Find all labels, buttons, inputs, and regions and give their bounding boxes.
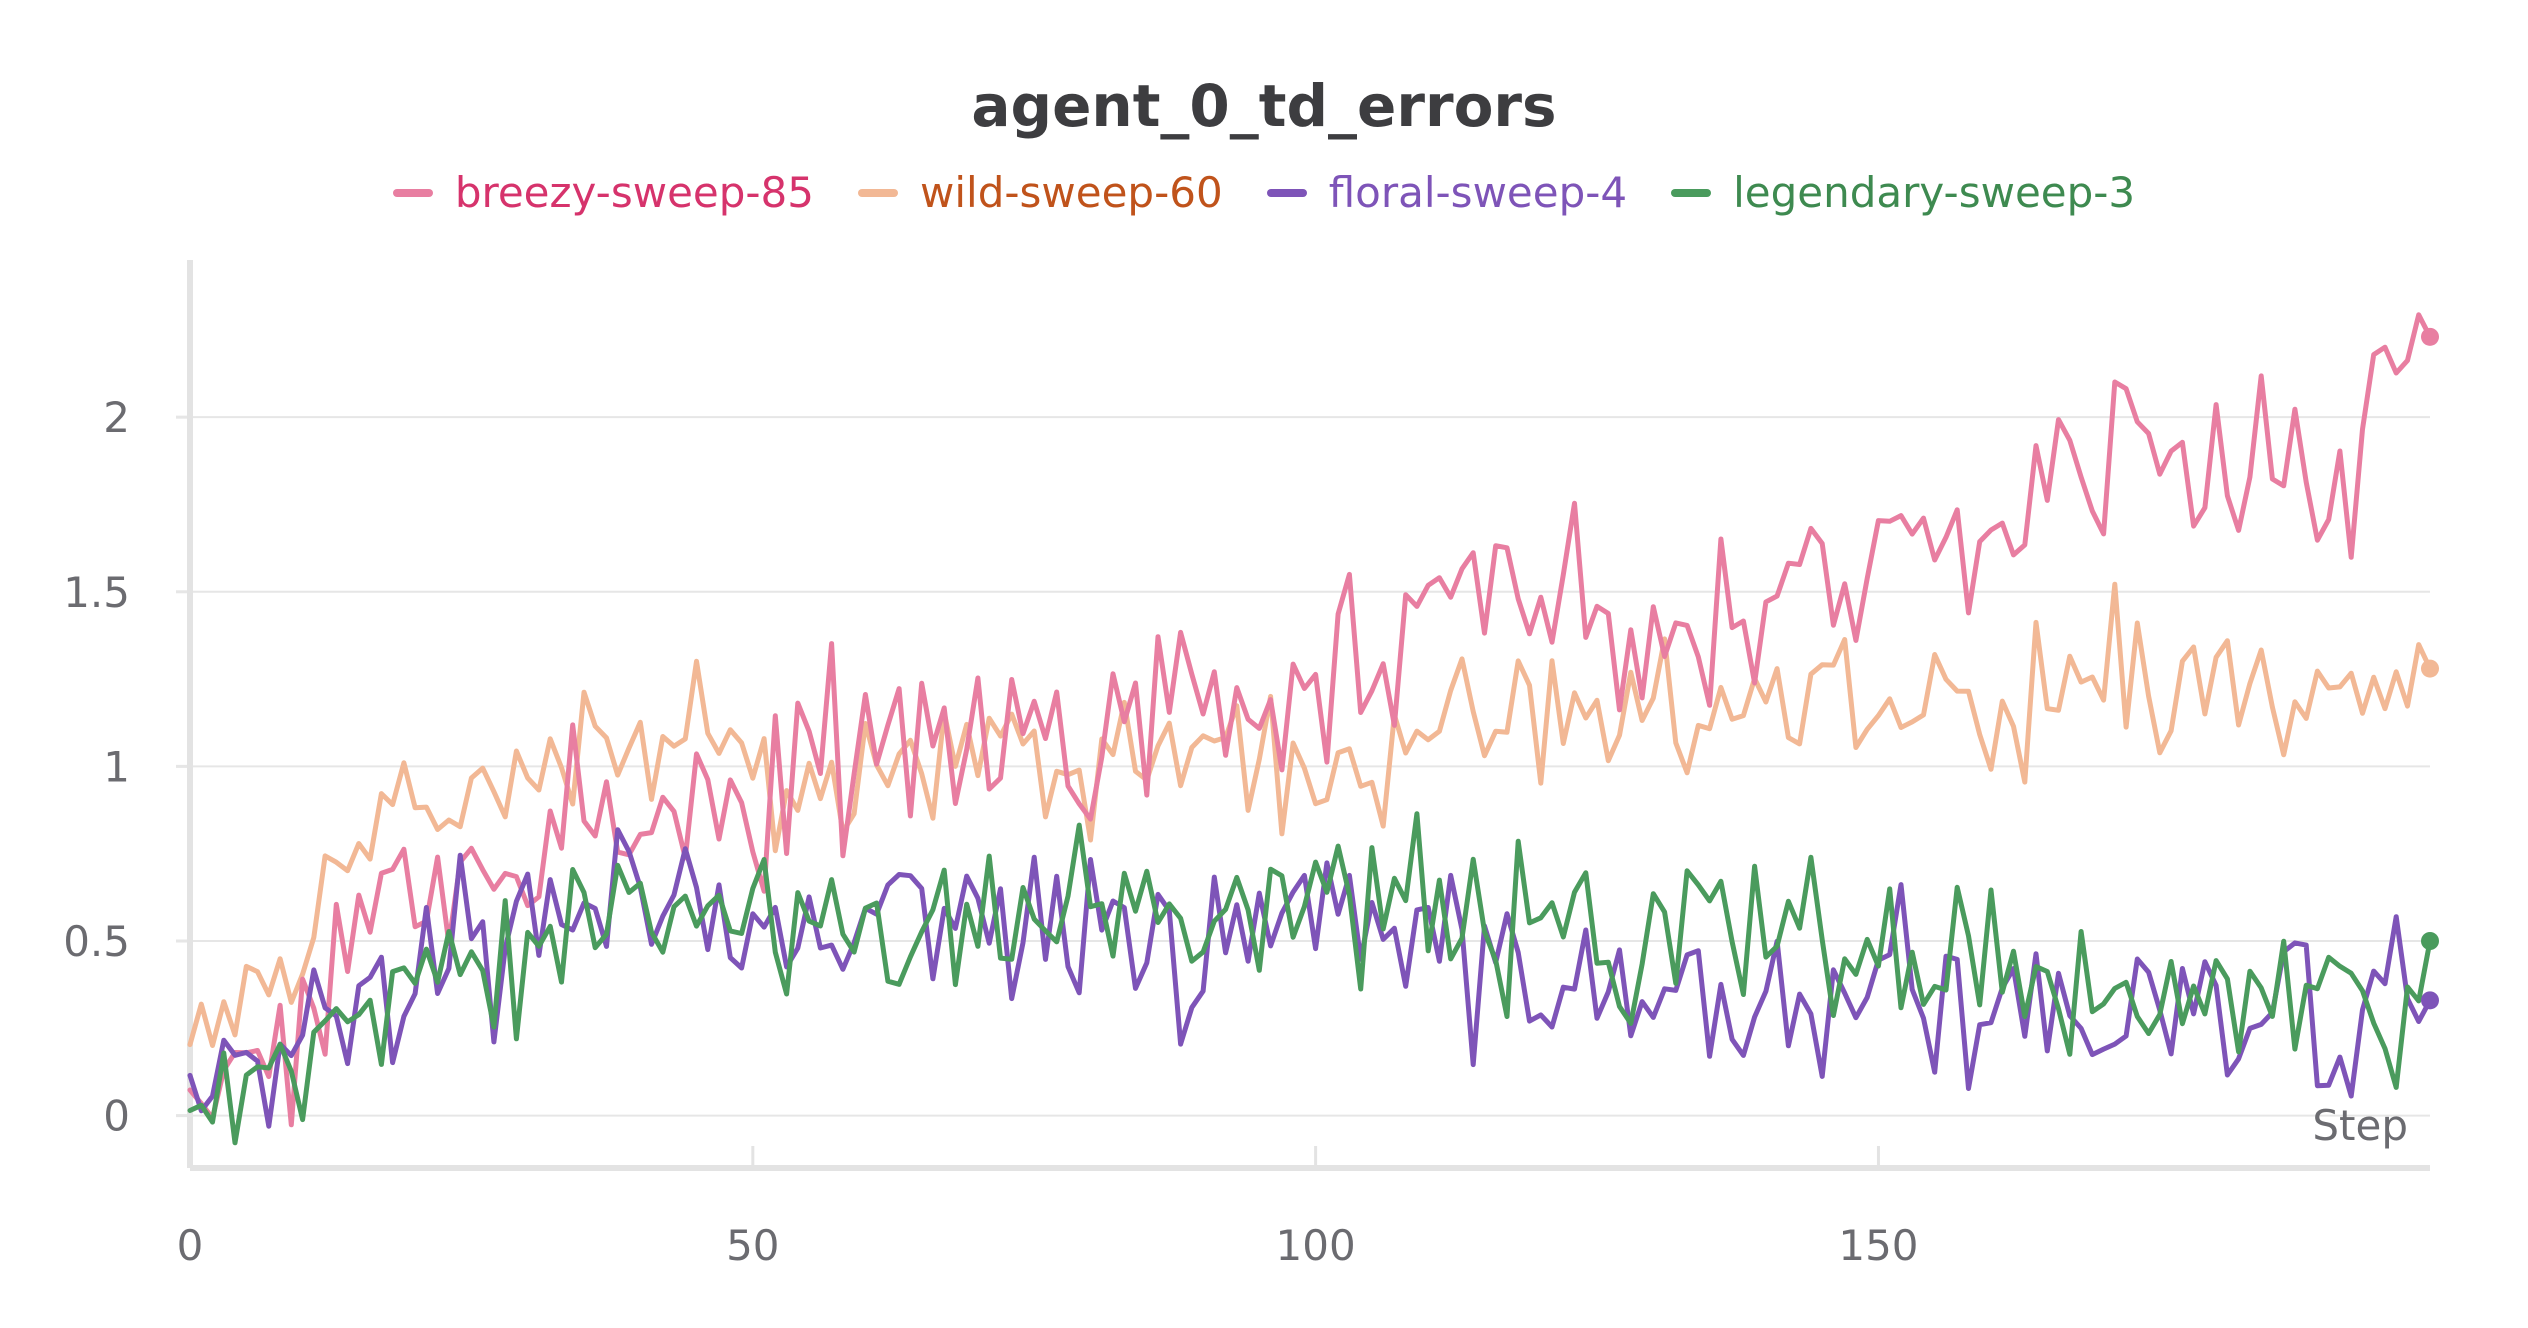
legend-swatch — [392, 188, 433, 197]
x-tick-label: 0 — [177, 1221, 204, 1270]
gridlines: 0 0.5 1 1.5 2 0 50 100 150 — [63, 393, 2430, 1270]
legend-swatch — [1266, 188, 1307, 197]
series-line-wild-sweep-60 — [187, 581, 2433, 1048]
x-axis-label: Step — [2312, 1101, 2408, 1150]
x-tick-label: 50 — [726, 1221, 779, 1270]
legend: breezy-sweep-85 wild-sweep-60 floral-swe… — [0, 168, 2528, 217]
y-tick-label: 1 — [103, 742, 130, 791]
chart-title: agent_0_td_errors — [971, 72, 1557, 140]
x-tick-label: 150 — [1838, 1221, 1918, 1270]
legend-item[interactable]: floral-sweep-4 — [1266, 168, 1628, 217]
series-line-floral-sweep-4 — [187, 827, 2433, 1129]
series-end-point-floral-sweep-4 — [2421, 991, 2439, 1010]
legend-item[interactable]: breezy-sweep-85 — [392, 168, 815, 217]
series-end-point-wild-sweep-60 — [2421, 659, 2439, 678]
legend-swatch — [1671, 188, 1712, 197]
legend-item[interactable]: wild-sweep-60 — [858, 168, 1223, 217]
series-end-point-legendary-sweep-3 — [2421, 932, 2439, 950]
series-end-point-breezy-sweep-85 — [2421, 327, 2439, 346]
y-tick-label: 0 — [103, 1092, 130, 1141]
x-tick-label: 100 — [1276, 1221, 1356, 1270]
legend-label: breezy-sweep-85 — [454, 168, 815, 217]
y-tick-label: 1.5 — [63, 568, 130, 617]
y-tick-label: 2 — [103, 393, 130, 442]
legend-swatch — [858, 188, 899, 197]
series-line-legendary-sweep-3 — [187, 811, 2433, 1146]
legend-label: floral-sweep-4 — [1328, 168, 1628, 217]
series-line-breezy-sweep-85 — [187, 312, 2433, 1128]
y-tick-label: 0.5 — [63, 917, 130, 966]
legend-item[interactable]: legendary-sweep-3 — [1671, 168, 2135, 217]
legend-label: wild-sweep-60 — [920, 168, 1223, 217]
legend-label: legendary-sweep-3 — [1733, 168, 2136, 217]
